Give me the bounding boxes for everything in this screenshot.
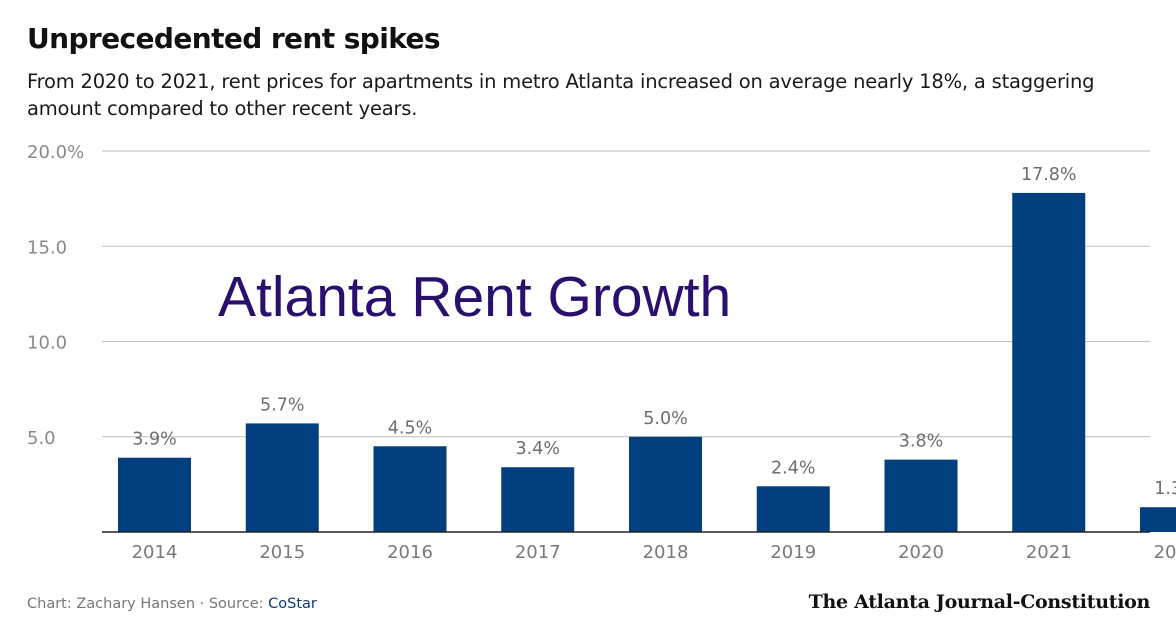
value-label-2017: 3.4%: [516, 439, 560, 459]
bar-2021: [1012, 192, 1086, 532]
value-label-2014: 3.9%: [132, 430, 176, 450]
y-tick-label: 15.0: [27, 237, 67, 258]
y-tick-label: 20.0%: [27, 142, 84, 163]
bars: [118, 192, 1176, 532]
data-labels: 3.9% 5.7% 4.5% 3.4% 5.0% 2.4% 3.8% 17.8% 1.3%: [132, 165, 1176, 499]
chart-credit: Chart: Zachary Hansen · Source: CoStar: [27, 596, 317, 612]
value-label-2020: 3.8%: [899, 432, 943, 452]
value-label-2019: 2.4%: [771, 458, 815, 478]
x-tick-label: 2020: [898, 542, 944, 563]
x-tick-label: 2022: [1154, 542, 1176, 563]
x-tick-label: 2018: [643, 542, 689, 563]
x-tick-label: 2017: [515, 542, 561, 563]
x-tick-label: 2021: [1026, 542, 1072, 563]
bar-2018: [629, 436, 702, 532]
bar-2019: [756, 486, 830, 532]
x-tick-label: 2014: [132, 542, 178, 563]
value-label-2021: 17.8%: [1021, 165, 1077, 185]
bar-2022: [1140, 507, 1176, 532]
source-link[interactable]: CoStar: [268, 596, 317, 612]
overlay-caption: Atlanta Rent Growth: [218, 265, 731, 329]
value-label-2016: 4.5%: [388, 418, 432, 438]
publisher-logo: The Atlanta Journal-Constitution: [808, 591, 1151, 613]
chart-title: Unprecedented rent spikes: [27, 22, 441, 55]
credit-text: Chart: Zachary Hansen · Source:: [27, 596, 269, 612]
bar-2015: [245, 423, 319, 532]
bar-2016: [373, 446, 447, 532]
y-tick-label: 10.0: [27, 333, 67, 354]
chart-subtitle: From 2020 to 2021, rent prices for apart…: [27, 70, 1095, 120]
value-label-2022: 1.3%: [1154, 479, 1176, 499]
x-tick-label: 2019: [770, 542, 816, 563]
bar-2014: [118, 457, 191, 532]
x-tick-label: 2015: [259, 542, 305, 563]
bar-2020: [884, 459, 958, 532]
x-tick-label: 2016: [387, 542, 433, 563]
value-label-2015: 5.7%: [260, 395, 304, 415]
y-tick-label: 5.0: [27, 428, 56, 449]
value-label-2018: 5.0%: [643, 409, 687, 429]
bar-2017: [501, 467, 575, 532]
axes: 5.0 10.0 15.0 20.0% 2014 2015 2016 2017 2018 2019…: [27, 142, 1176, 563]
